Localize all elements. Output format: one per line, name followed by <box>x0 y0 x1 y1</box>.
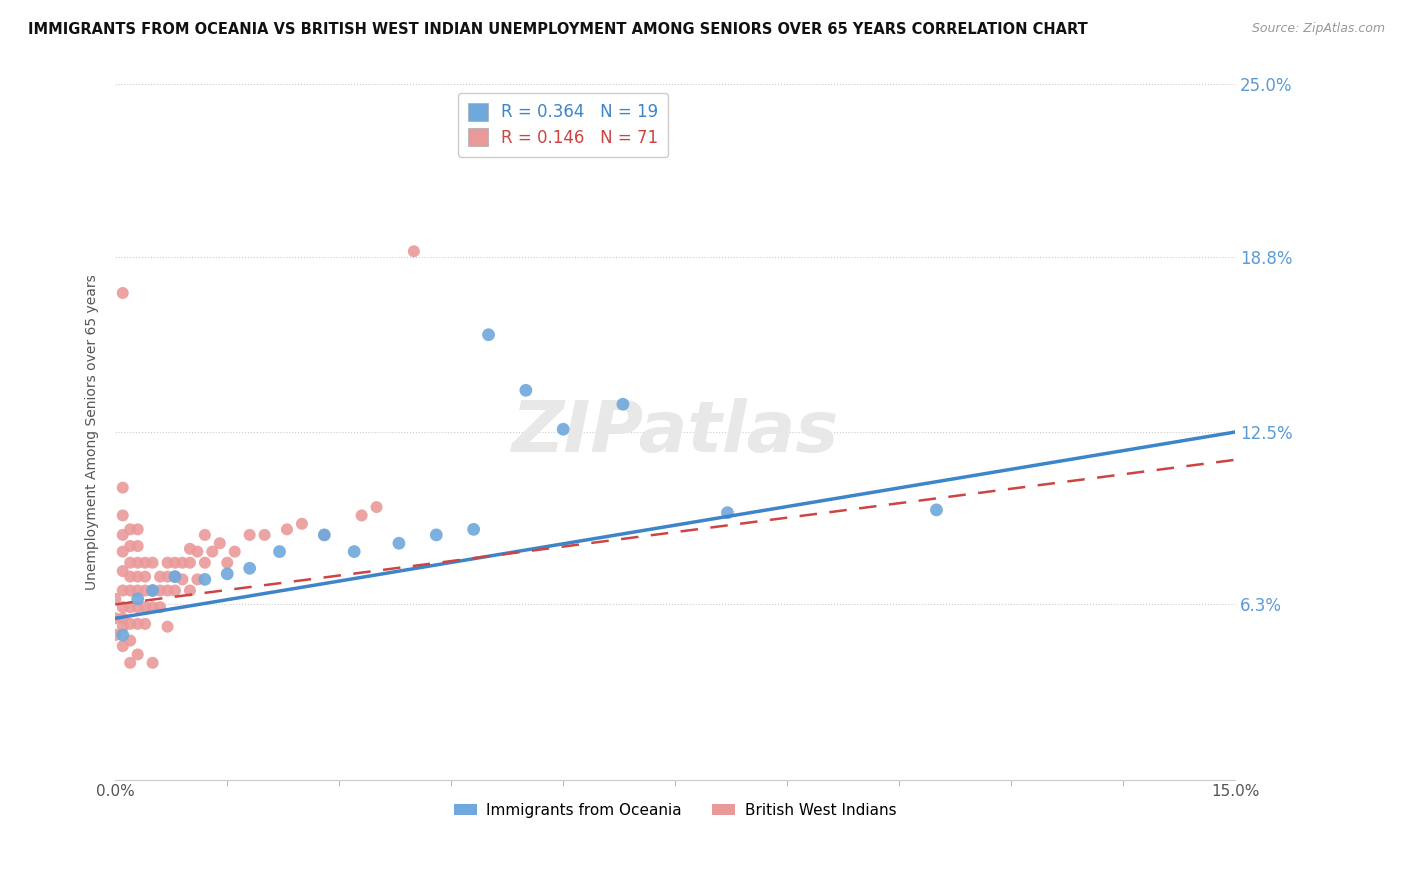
Point <box>111 528 134 542</box>
Point <box>194 556 217 570</box>
Point <box>239 528 262 542</box>
Point <box>208 536 231 550</box>
Point <box>104 611 127 625</box>
Point <box>217 556 239 570</box>
Point <box>156 620 179 634</box>
Point <box>388 536 411 550</box>
Point <box>127 583 149 598</box>
Point <box>463 522 485 536</box>
Point <box>194 528 217 542</box>
Point <box>515 384 537 398</box>
Text: ZIPatlas: ZIPatlas <box>512 398 839 467</box>
Point <box>402 244 425 259</box>
Point <box>120 616 142 631</box>
Point <box>224 544 246 558</box>
Point <box>716 506 738 520</box>
Point <box>120 600 142 615</box>
Point <box>366 500 388 514</box>
Point <box>149 583 172 598</box>
Point <box>134 616 156 631</box>
Point <box>111 628 134 642</box>
Point <box>111 285 134 300</box>
Text: Source: ZipAtlas.com: Source: ZipAtlas.com <box>1251 22 1385 36</box>
Point <box>127 522 149 536</box>
Point <box>350 508 373 523</box>
Point <box>111 544 134 558</box>
Point <box>163 569 186 583</box>
Point <box>149 600 172 615</box>
Point <box>111 583 134 598</box>
Point <box>142 583 165 598</box>
Point <box>127 569 149 583</box>
Point <box>127 600 149 615</box>
Point <box>120 522 142 536</box>
Point <box>314 528 336 542</box>
Legend: Immigrants from Oceania, British West Indians: Immigrants from Oceania, British West In… <box>449 797 903 824</box>
Point <box>111 620 134 634</box>
Point <box>134 600 156 615</box>
Point <box>194 573 217 587</box>
Point <box>163 569 186 583</box>
Point <box>314 528 336 542</box>
Point <box>612 397 634 411</box>
Point <box>343 544 366 558</box>
Point <box>269 544 291 558</box>
Point <box>111 611 134 625</box>
Point <box>104 591 127 606</box>
Point <box>127 591 149 606</box>
Point <box>253 528 276 542</box>
Point <box>163 583 186 598</box>
Y-axis label: Unemployment Among Seniors over 65 years: Unemployment Among Seniors over 65 years <box>86 274 100 590</box>
Point <box>179 583 201 598</box>
Point <box>120 583 142 598</box>
Point <box>156 583 179 598</box>
Point <box>477 327 499 342</box>
Point <box>142 656 165 670</box>
Point <box>142 556 165 570</box>
Point <box>553 422 575 436</box>
Point <box>111 600 134 615</box>
Point <box>120 569 142 583</box>
Point <box>291 516 314 531</box>
Point <box>179 541 201 556</box>
Point <box>163 556 186 570</box>
Point <box>127 556 149 570</box>
Point <box>425 528 447 542</box>
Point <box>134 556 156 570</box>
Point <box>120 656 142 670</box>
Point <box>186 544 208 558</box>
Point <box>156 569 179 583</box>
Point <box>172 556 194 570</box>
Point <box>149 569 172 583</box>
Point <box>111 508 134 523</box>
Point <box>127 616 149 631</box>
Point <box>201 544 224 558</box>
Point <box>120 633 142 648</box>
Point <box>120 556 142 570</box>
Point <box>142 600 165 615</box>
Point <box>186 573 208 587</box>
Point <box>111 564 134 578</box>
Point <box>127 648 149 662</box>
Point <box>276 522 298 536</box>
Point <box>127 539 149 553</box>
Point <box>134 583 156 598</box>
Point <box>239 561 262 575</box>
Text: IMMIGRANTS FROM OCEANIA VS BRITISH WEST INDIAN UNEMPLOYMENT AMONG SENIORS OVER 6: IMMIGRANTS FROM OCEANIA VS BRITISH WEST … <box>28 22 1088 37</box>
Point <box>142 583 165 598</box>
Point <box>156 556 179 570</box>
Point <box>104 628 127 642</box>
Point <box>111 639 134 653</box>
Point <box>217 566 239 581</box>
Point <box>134 569 156 583</box>
Point <box>172 573 194 587</box>
Point <box>120 539 142 553</box>
Point <box>925 503 948 517</box>
Point <box>179 556 201 570</box>
Point <box>111 481 134 495</box>
